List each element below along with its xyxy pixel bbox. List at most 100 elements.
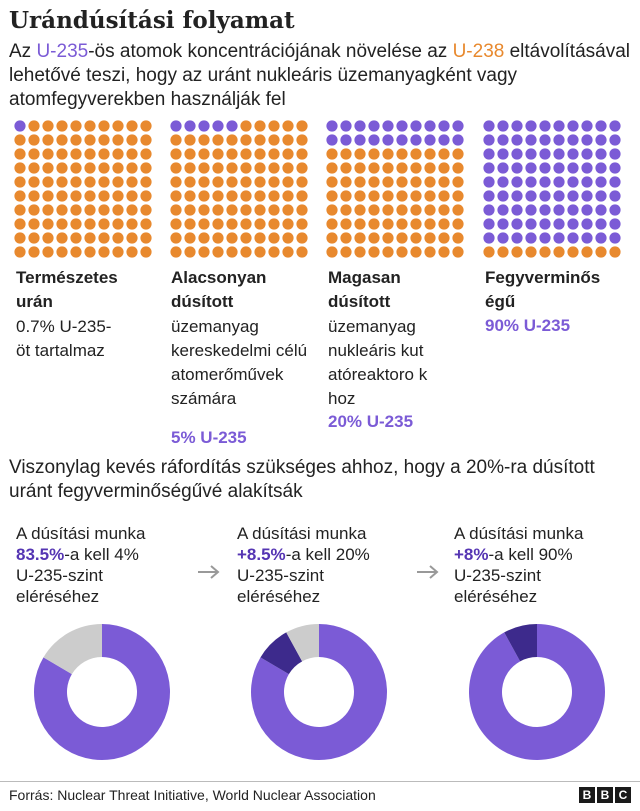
u235-dot — [511, 148, 523, 160]
u238-dot — [354, 162, 366, 174]
u238-dot — [126, 148, 138, 160]
u238-dot — [326, 204, 338, 216]
u238-dot — [553, 246, 565, 258]
category-title: Fegyverminős égű — [485, 268, 601, 311]
u238-dot — [340, 204, 352, 216]
subtitle-part-2: -ös atomok koncentrációjának növelése az — [88, 41, 453, 62]
u238-dot — [354, 176, 366, 188]
u235-dot — [497, 162, 509, 174]
u235-dot — [581, 204, 593, 216]
u238-dot — [126, 218, 138, 230]
u238-dot — [198, 134, 210, 146]
u238-dot — [438, 148, 450, 160]
u238-dot — [368, 190, 380, 202]
u235-dot — [511, 176, 523, 188]
u238-dot — [296, 162, 308, 174]
u238-dot — [282, 176, 294, 188]
u238-dot — [254, 246, 266, 258]
u235-dot — [581, 176, 593, 188]
u238-dot — [170, 176, 182, 188]
u235-dot — [595, 134, 607, 146]
u238-dot — [14, 134, 26, 146]
work-line: eléréséhez — [454, 587, 538, 606]
u235-dot — [539, 204, 551, 216]
u238-dot — [368, 246, 380, 258]
u238-dot — [70, 148, 82, 160]
u235-dot — [483, 148, 495, 160]
u238-dot — [42, 218, 54, 230]
work-text: -a kell 4% — [64, 545, 139, 564]
u238-dot — [240, 218, 252, 230]
u235-dot — [595, 204, 607, 216]
u238-dot — [184, 162, 196, 174]
u235-dot — [382, 120, 394, 132]
u238-dot — [240, 148, 252, 160]
u235-dot — [525, 176, 537, 188]
u238-dot — [56, 134, 68, 146]
u238-dot — [438, 232, 450, 244]
waffle-natural-uranium — [13, 119, 153, 259]
u238-dot — [424, 190, 436, 202]
u235-dot — [581, 218, 593, 230]
u238-dot — [410, 204, 422, 216]
u238-dot — [326, 246, 338, 258]
u238-dot — [382, 190, 394, 202]
u238-dot — [126, 176, 138, 188]
u235-dot — [497, 176, 509, 188]
u235-dot — [595, 190, 607, 202]
u238-dot — [282, 204, 294, 216]
u235-dot — [609, 232, 621, 244]
u238-dot — [14, 162, 26, 174]
u235-dot — [595, 120, 607, 132]
u238-dot — [84, 246, 96, 258]
u235-dot — [553, 190, 565, 202]
u238-dot — [198, 162, 210, 174]
u238-dot — [170, 134, 182, 146]
u238-dot — [56, 232, 68, 244]
u238-dot — [340, 246, 352, 258]
u238-dot — [410, 232, 422, 244]
u238-dot — [410, 148, 422, 160]
u238-dot — [226, 176, 238, 188]
u235-dot — [497, 218, 509, 230]
work-text: -a kell 20% — [285, 545, 370, 564]
u238-dot — [382, 162, 394, 174]
u238-dot — [14, 246, 26, 258]
u238-dot — [268, 134, 280, 146]
u235-dot — [539, 134, 551, 146]
u235-dot — [438, 120, 450, 132]
u238-dot — [212, 204, 224, 216]
u238-dot — [42, 176, 54, 188]
u235-dot — [340, 120, 352, 132]
category-percent: 90% U-235 — [485, 316, 571, 335]
u238-dot — [198, 148, 210, 160]
u238-dot — [567, 246, 579, 258]
u235-dot — [354, 120, 366, 132]
donut-segment-u235 — [34, 624, 171, 760]
u238-dot — [326, 218, 338, 230]
u238-dot — [240, 134, 252, 146]
u238-dot — [282, 134, 294, 146]
u238-dot — [84, 218, 96, 230]
u235-dot — [595, 232, 607, 244]
u235-dot — [553, 232, 565, 244]
donut-segment-u235 — [469, 624, 605, 760]
u235-dot — [511, 218, 523, 230]
u238-dot — [184, 190, 196, 202]
u238-dot — [42, 120, 54, 132]
work-line: +8.5%-a kell 20% — [237, 544, 417, 565]
u238-dot — [382, 246, 394, 258]
u238-dot — [14, 148, 26, 160]
category-percent: 20% U-235 — [328, 412, 414, 431]
u238-dot — [410, 190, 422, 202]
u238-dot — [28, 148, 40, 160]
u238-dot — [581, 246, 593, 258]
u235-dot — [539, 120, 551, 132]
u238-dot — [126, 162, 138, 174]
u235-dot — [567, 162, 579, 174]
u238-dot — [396, 176, 408, 188]
u235-dot — [567, 218, 579, 230]
u238-dot — [212, 190, 224, 202]
u235-dot — [424, 120, 436, 132]
u238-dot — [56, 176, 68, 188]
